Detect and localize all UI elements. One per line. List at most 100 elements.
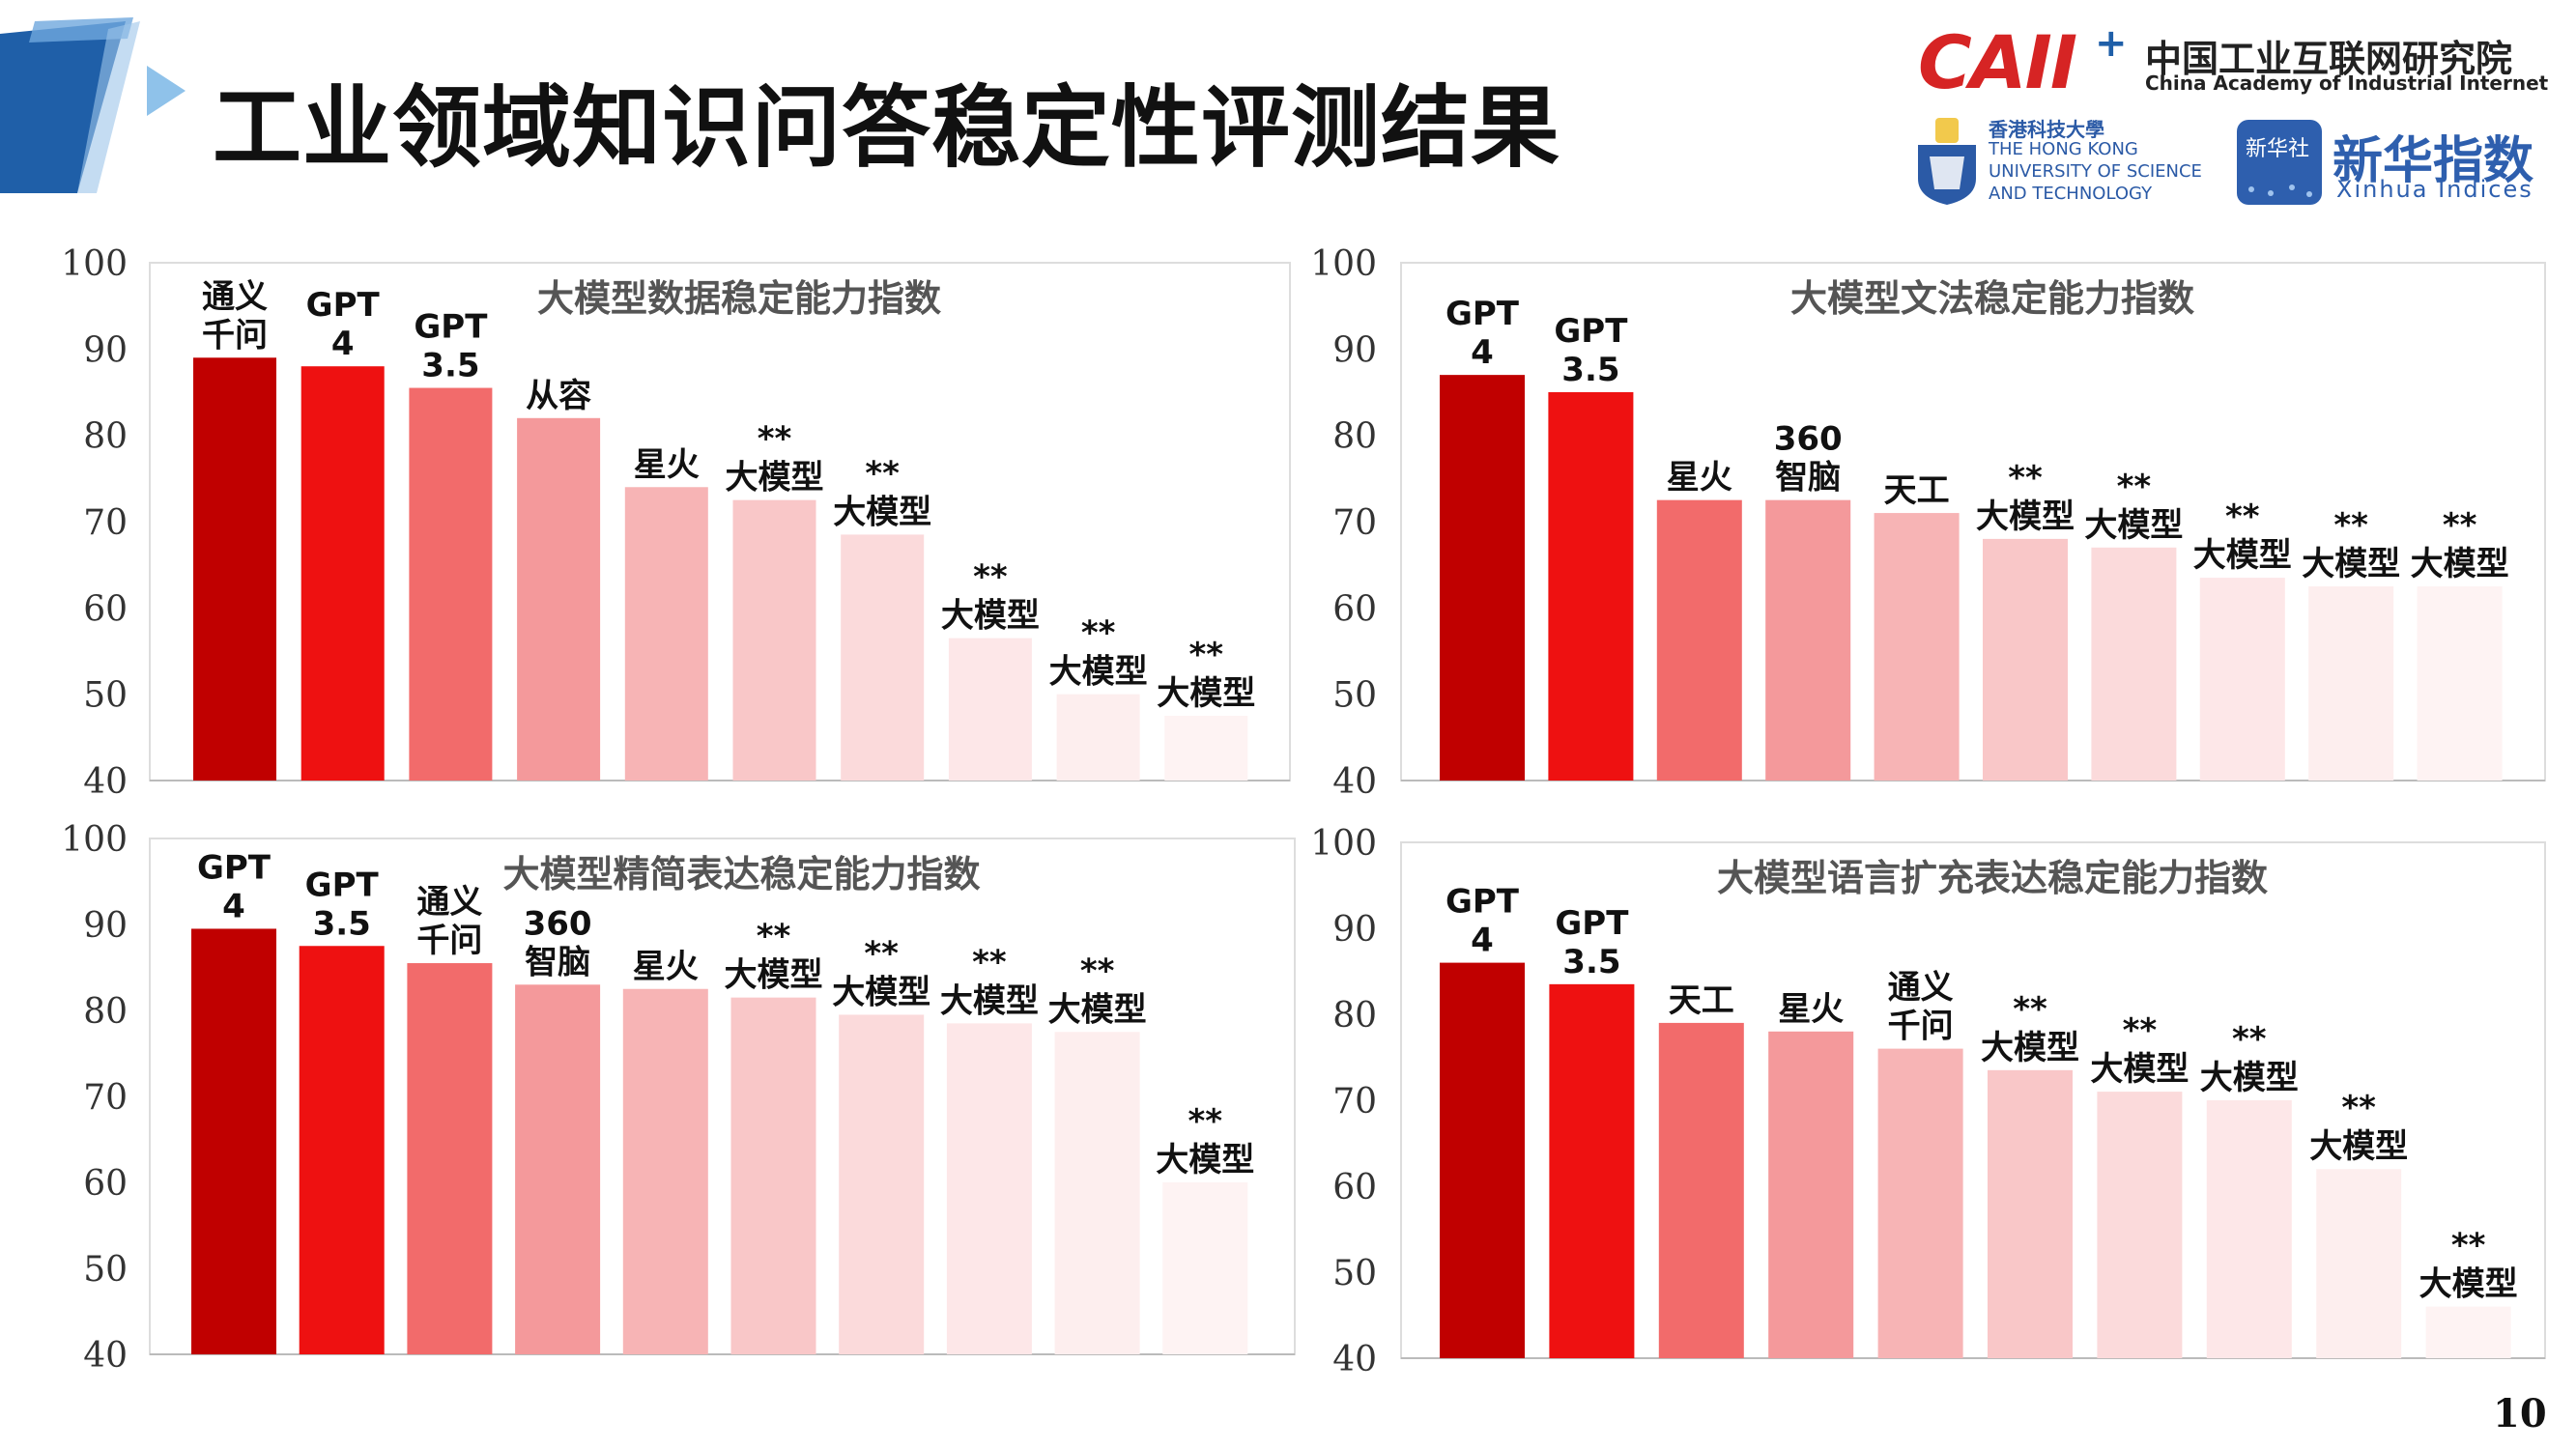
bar-label: 大模型: [2411, 545, 2509, 583]
bar-label: 大模型: [2309, 1127, 2408, 1166]
bar-label: 智脑: [1775, 459, 1841, 497]
y-tick-label: 40: [83, 762, 128, 802]
page-number: 10: [2493, 1391, 2547, 1436]
y-tick-label: 80: [83, 992, 128, 1032]
bar-label: **: [864, 934, 899, 973]
bar: [1549, 983, 1635, 1358]
hkust-shield-icon: [1918, 118, 1976, 205]
bar: [1162, 1182, 1248, 1354]
caii-logo-mark: CAII: [1918, 19, 2077, 105]
bar: [301, 366, 385, 781]
y-tick-label: 80: [83, 417, 128, 457]
bar-label: 大模型: [1976, 497, 2075, 536]
bar: [1056, 694, 1140, 781]
bar-label: **: [2117, 468, 2152, 506]
bar: [2091, 547, 2177, 781]
bar-label: 星火: [1778, 990, 1844, 1029]
y-tick-label: 90: [83, 330, 128, 370]
y-tick-label: 40: [1332, 762, 1377, 802]
bar: [1988, 1069, 2073, 1358]
bar-label: 通义: [416, 883, 482, 922]
bar-label: 大模型: [1048, 990, 1147, 1029]
y-tick-label: 40: [83, 1336, 128, 1376]
y-tick-label: 50: [83, 1250, 128, 1290]
y-tick-label: 50: [1332, 1254, 1377, 1293]
bar-label: **: [2333, 506, 2368, 545]
bar-label: **: [757, 918, 791, 956]
bar-label: 3.5: [1561, 351, 1619, 389]
y-tick-label: 70: [1332, 503, 1377, 543]
bar-label: 大模型: [1981, 1029, 2079, 1067]
bar-label: 星火: [633, 948, 699, 986]
bar-label: GPT: [1445, 295, 1520, 333]
slide-title: 工业领域知识问答稳定性评测结果: [213, 76, 1561, 180]
bar-label: **: [1081, 614, 1116, 653]
bar: [407, 963, 493, 1354]
bar: [2097, 1092, 2183, 1358]
y-tick-label: 90: [83, 906, 128, 946]
bar-label: 大模型: [833, 493, 931, 531]
bar-label: 4: [222, 887, 245, 925]
bar: [1874, 513, 1960, 781]
bar: [1768, 1031, 1854, 1358]
bar: [1440, 962, 1525, 1358]
bar: [2417, 586, 2503, 781]
xinhua-name-en: Xinhua Indices: [2336, 176, 2533, 203]
bar: [622, 988, 708, 1354]
bar-label: **: [2013, 990, 2047, 1029]
bar-label: 4: [1471, 922, 1494, 960]
y-tick-label: 90: [1332, 330, 1377, 370]
bar-label: **: [973, 558, 1008, 597]
bar-label: 千问: [1888, 1008, 1954, 1046]
bar: [624, 487, 708, 781]
bar-label: **: [2451, 1227, 2486, 1265]
caii-logo-plus: +: [2095, 21, 2128, 66]
bar-label: 3.5: [1562, 943, 1620, 981]
bar: [2199, 578, 2285, 781]
y-tick-label: 100: [61, 244, 128, 284]
bar: [732, 499, 816, 781]
hkust-line-2: UNIVERSITY OF SCIENCE: [1989, 161, 2202, 182]
bar-label: **: [758, 420, 792, 459]
bar-label: 天工: [1669, 981, 1734, 1020]
bar: [1656, 499, 1742, 781]
bar-label: **: [1080, 952, 1115, 990]
bar-label: 通义: [202, 277, 268, 316]
bar-label: 360: [524, 904, 592, 943]
bar-label: 大模型: [1156, 1141, 1254, 1179]
bar-label: 4: [331, 325, 355, 363]
slide-header: 工业领域知识问答稳定性评测结果 CAII + 中国工业互联网研究院 China …: [0, 0, 2576, 232]
y-tick-label: 60: [83, 589, 128, 629]
bar-label: **: [2123, 1011, 2158, 1050]
bar: [1054, 1032, 1140, 1354]
y-tick-label: 80: [1332, 417, 1377, 457]
bar-label: GPT: [306, 286, 381, 325]
bar-label: 大模型: [2084, 506, 2183, 545]
bar-label: 大模型: [940, 981, 1039, 1020]
chart-panel-3: 大模型精简表达稳定能力指数405060708090100GPT4GPT3.5通义…: [61, 820, 1296, 1376]
bar: [517, 417, 601, 781]
chart-title: 大模型精简表达稳定能力指数: [502, 853, 980, 895]
bar: [1765, 499, 1851, 781]
bar: [1877, 1048, 1963, 1358]
y-tick-label: 100: [61, 820, 128, 860]
bar-label: 通义: [1888, 969, 1954, 1008]
bar-label: **: [972, 943, 1007, 981]
y-tick-label: 100: [1310, 244, 1377, 284]
bar-label: **: [2341, 1089, 2376, 1127]
y-tick-label: 60: [1332, 1168, 1377, 1208]
bar-label: 大模型: [2302, 545, 2400, 583]
bar: [2316, 1169, 2402, 1358]
bar-label: 大模型: [1049, 653, 1148, 692]
bar-label: GPT: [197, 848, 272, 887]
bar-label: **: [1188, 1102, 1223, 1141]
bar-label: 360: [1774, 420, 1843, 459]
chart-title: 大模型数据稳定能力指数: [537, 277, 941, 320]
bar-label: 星火: [1667, 459, 1732, 497]
bar: [193, 357, 276, 781]
bar-label: 大模型: [726, 459, 824, 497]
header-graphics: [0, 17, 2322, 205]
